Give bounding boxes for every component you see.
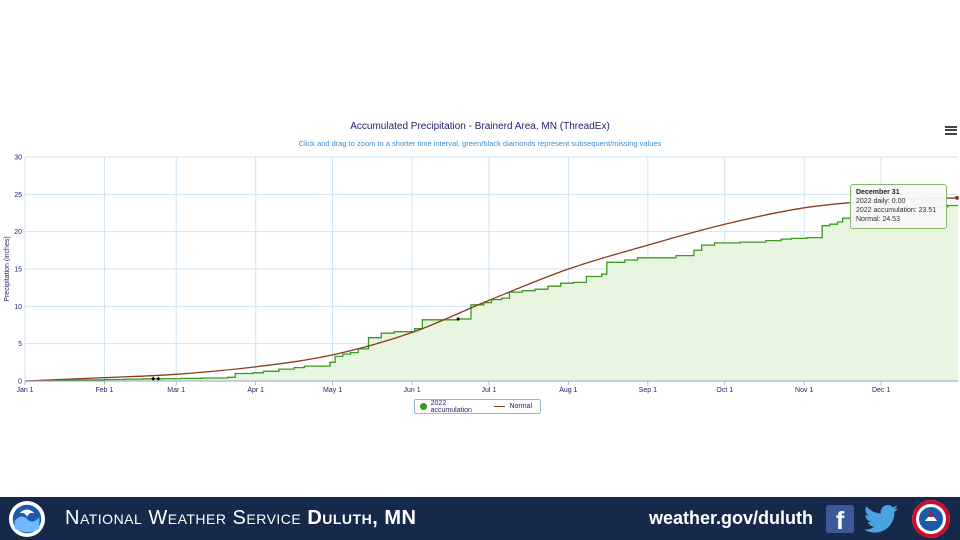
chart-tooltip: December 31 2022 daily: 0.00 2022 accumu… (850, 184, 947, 229)
tooltip-normal: Normal: 24.53 (856, 216, 900, 223)
legend-item-normal[interactable]: Normal (494, 403, 532, 410)
x-tick-label: May 1 (323, 387, 342, 394)
chart-plot[interactable]: 0 5 10 15 20 25 30 Jan 1 Feb 1 Mar 1 Apr 1 May 1 Jun… (0, 0, 960, 500)
hover-point-normal (955, 195, 959, 200)
tooltip-title: December 31 (856, 189, 900, 196)
facebook-icon[interactable]: f (826, 505, 854, 533)
series-2022-area (25, 205, 958, 381)
footer-bar (0, 497, 960, 540)
y-tick-label: 25 (14, 192, 22, 199)
x-tick-label: Mar 1 (167, 387, 185, 394)
legend-line-icon (494, 405, 506, 408)
org-name-bold: Duluth, MN (307, 507, 417, 529)
x-tick-label: Oct 1 (716, 387, 733, 394)
twitter-icon[interactable] (864, 504, 898, 534)
x-tick-label: Jun 1 (403, 387, 420, 394)
chart-legend: 2022 accumulation Normal (414, 399, 541, 414)
legend-item-2022[interactable]: 2022 accumulation (420, 400, 486, 414)
org-name-regular: National Weather Service (65, 507, 302, 529)
x-tick-label: Aug 1 (559, 387, 577, 394)
y-tick-label: 5 (18, 341, 22, 348)
chart-title: Accumulated Precipitation - Brainerd Are… (350, 121, 610, 132)
y-axis-label: Precipitation (inches) (4, 236, 11, 301)
x-tick-label: Jan 1 (16, 387, 33, 394)
footer-url-link[interactable]: weather.gov/duluth (649, 508, 814, 528)
chart-menu-button[interactable] (945, 124, 957, 136)
legend-label-normal: Normal (509, 403, 532, 410)
series-normal-line (24, 197, 959, 382)
missing-value-marker (456, 317, 461, 322)
y-tick-label: 30 (14, 155, 22, 162)
nws-logo-icon (912, 500, 950, 538)
tooltip-daily: 2022 daily: 0.00 (856, 198, 906, 205)
x-tick-label: Jul 1 (482, 387, 497, 394)
chart-subtitle: Click and drag to zoom to a shorter time… (298, 139, 662, 148)
missing-value-marker (156, 376, 161, 381)
y-tick-label: 20 (14, 229, 22, 236)
y-tick-label: 0 (18, 379, 22, 386)
legend-dot-icon (420, 403, 427, 410)
y-tick-label: 10 (14, 304, 22, 311)
footer-org-name: National Weather Service Duluth, MN (65, 507, 416, 530)
x-tick-label: Sep 1 (639, 387, 657, 394)
y-tick-label: 15 (14, 267, 22, 274)
noaa-logo-icon (8, 500, 46, 538)
x-tick-label: Feb 1 (96, 387, 114, 394)
missing-value-marker (151, 376, 156, 381)
tooltip-accumulation: 2022 accumulation: 23.51 (856, 207, 937, 214)
x-tick-label: Apr 1 (247, 387, 264, 394)
legend-label-2022: 2022 accumulation (430, 399, 472, 414)
x-tick-label: Nov 1 (795, 387, 813, 394)
x-tick-label: Dec 1 (872, 387, 890, 394)
series-2022-line (25, 204, 958, 382)
